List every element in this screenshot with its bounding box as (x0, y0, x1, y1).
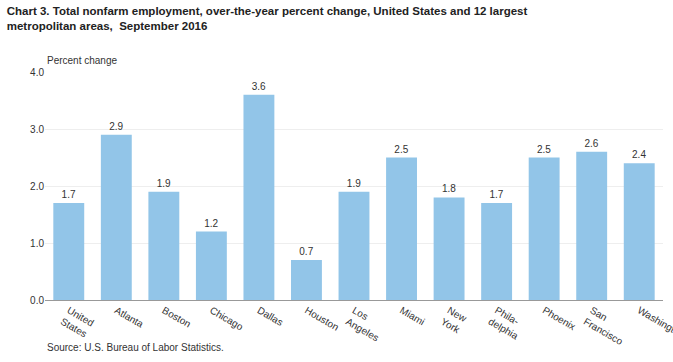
svg-text:Atlanta: Atlanta (113, 305, 146, 330)
svg-text:Houston: Houston (303, 305, 341, 333)
svg-text:2.9: 2.9 (109, 121, 123, 132)
svg-text:0.0: 0.0 (30, 295, 44, 306)
svg-text:4.0: 4.0 (30, 67, 44, 78)
svg-text:1.0: 1.0 (30, 238, 44, 249)
svg-text:LosAngeles: LosAngeles (344, 305, 387, 344)
svg-text:Dallas: Dallas (255, 305, 285, 328)
svg-text:2.5: 2.5 (537, 144, 551, 155)
svg-text:1.8: 1.8 (442, 183, 456, 194)
svg-text:1.2: 1.2 (204, 218, 218, 229)
svg-text:1.9: 1.9 (347, 178, 361, 189)
svg-text:0.7: 0.7 (299, 246, 313, 257)
svg-text:Percent change: Percent change (47, 55, 117, 66)
svg-text:UnitedStates: UnitedStates (59, 305, 96, 340)
svg-text:2.5: 2.5 (394, 144, 408, 155)
svg-text:Phoenix: Phoenix (541, 305, 578, 333)
svg-text:Source: U.S. Bureau of Labor S: Source: U.S. Bureau of Labor Statistics. (47, 342, 224, 353)
svg-text:Boston: Boston (160, 305, 192, 330)
svg-text:2.6: 2.6 (585, 138, 599, 149)
svg-text:1.7: 1.7 (489, 189, 503, 200)
svg-text:Washington: Washington (636, 305, 673, 341)
svg-text:SanFrancisco: SanFrancisco (582, 305, 632, 348)
svg-text:Chart 3. Total nonfarm employm: Chart 3. Total nonfarm employment, over-… (7, 5, 528, 32)
svg-text:1.9: 1.9 (157, 178, 171, 189)
svg-text:2.0: 2.0 (30, 181, 44, 192)
svg-text:1.7: 1.7 (62, 189, 76, 200)
svg-text:Miami: Miami (398, 305, 427, 328)
svg-text:NewYork: NewYork (439, 305, 469, 336)
svg-text:Phila-delphia: Phila-delphia (487, 305, 527, 342)
svg-text:3.0: 3.0 (30, 124, 44, 135)
svg-text:2.4: 2.4 (632, 149, 646, 160)
svg-text:3.6: 3.6 (252, 81, 266, 92)
svg-text:Chicago: Chicago (208, 305, 246, 333)
